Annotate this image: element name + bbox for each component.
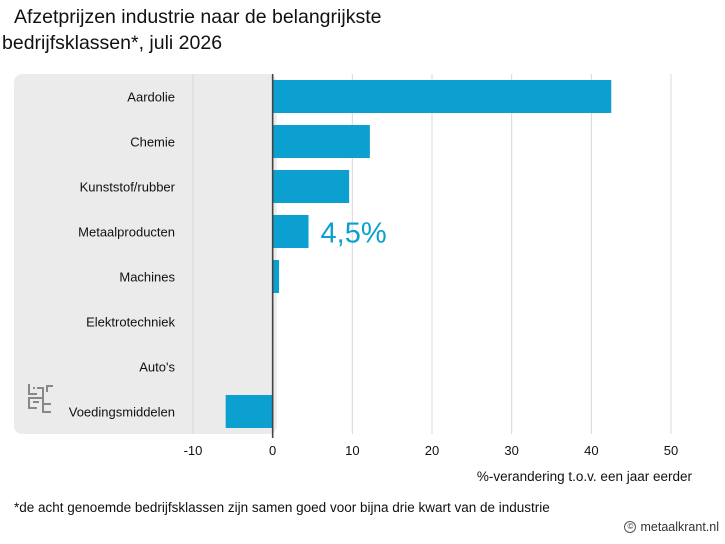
bar [272, 125, 370, 158]
category-label: Elektrotechniek [86, 315, 175, 330]
bar [272, 215, 309, 248]
x-tick-label: 20 [425, 443, 439, 458]
bar [272, 260, 280, 293]
cbs-logo-icon [28, 384, 53, 413]
bar-chart: Aardolie Chemie Kunststof/rubber Metaalprod… [14, 74, 693, 484]
logo-stroke [28, 384, 51, 413]
x-tick-label: 30 [504, 443, 518, 458]
category-label: Kunststof/rubber [80, 180, 176, 195]
category-label: Auto's [139, 360, 175, 375]
x-tick-label: 0 [269, 443, 276, 458]
bar [272, 170, 350, 203]
x-tick-label: 40 [584, 443, 598, 458]
bar [225, 395, 273, 428]
value-annotation: 4,5% [321, 218, 387, 250]
x-tick-label: 10 [345, 443, 359, 458]
logo-stroke [33, 385, 53, 403]
chart-title-line-2: bedrijfsklassen*, juli 2026 [2, 32, 223, 54]
category-label: Aardolie [127, 90, 175, 105]
chart-title: Afzetprijzen industrie naar de belangrij… [2, 4, 702, 56]
x-tick-label: -10 [184, 443, 203, 458]
copyright-icon: © [624, 521, 637, 533]
credit: © metaalkrant.nl [624, 520, 719, 534]
chart-title-line-1: Afzetprijzen industrie naar de belangrij… [14, 6, 382, 28]
category-label: Machines [119, 270, 175, 285]
credit-text: metaalkrant.nl [640, 520, 719, 534]
x-tick-label: 50 [664, 443, 678, 458]
category-label: Voedingsmiddelen [69, 405, 175, 420]
x-axis-label: %-verandering t.o.v. een jaar eerder [477, 469, 693, 484]
bar [272, 80, 612, 113]
footnote: *de acht genoemde bedrijfsklassen zijn s… [14, 500, 550, 515]
category-label: Metaalproducten [78, 225, 175, 240]
category-panel [14, 74, 277, 434]
category-label: Chemie [130, 135, 175, 150]
